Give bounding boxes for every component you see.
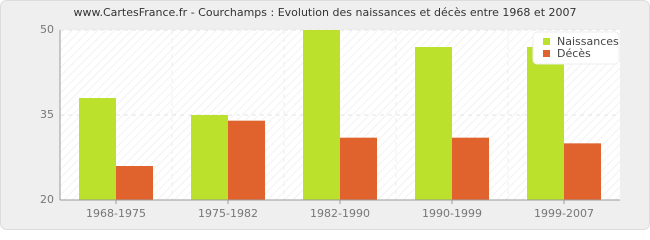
x-tick-label: 1990-1999: [422, 207, 482, 220]
bar: [415, 47, 452, 200]
legend-swatch: [543, 38, 550, 45]
legend-label: Naissances: [557, 35, 619, 48]
bar: [527, 47, 564, 200]
chart: www.CartesFrance.fr - Courchamps : Evolu…: [0, 0, 650, 230]
y-tick-label: 35: [40, 108, 54, 121]
x-tick-label: 1982-1990: [310, 207, 370, 220]
bar: [191, 115, 228, 200]
legend-box: [532, 31, 620, 65]
x-tick-label: 1999-2007: [534, 207, 594, 220]
x-tick-label: 1975-1982: [198, 207, 258, 220]
bar: [340, 137, 377, 200]
bar: [116, 166, 153, 200]
y-tick-label: 20: [40, 193, 54, 206]
bar: [79, 98, 116, 200]
x-tick-label: 1968-1975: [86, 207, 146, 220]
bar: [564, 143, 601, 200]
y-tick-label: 50: [40, 23, 54, 36]
legend-swatch: [543, 50, 550, 57]
bar: [303, 30, 340, 200]
page: {"chart_data": {"type": "bar", "title": …: [0, 0, 650, 230]
bar: [228, 120, 265, 200]
bar: [452, 137, 489, 200]
legend-label: Décès: [557, 47, 591, 60]
chart-title: www.CartesFrance.fr - Courchamps : Evolu…: [74, 6, 577, 19]
